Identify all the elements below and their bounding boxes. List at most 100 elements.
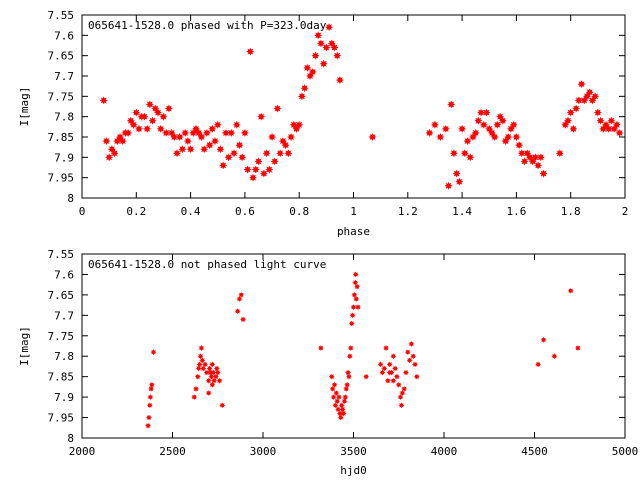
data-point <box>563 116 573 125</box>
data-point <box>239 316 247 323</box>
data-point <box>197 132 206 142</box>
plot-frame <box>81 253 626 439</box>
data-point <box>208 124 217 133</box>
x-tick-label: 5000 <box>612 445 639 458</box>
data-point <box>146 402 153 409</box>
data-point <box>284 149 293 158</box>
y-tick-label: 7.75 <box>48 90 75 103</box>
y-tick-label: 7.6 <box>54 29 74 42</box>
data-point <box>479 120 488 129</box>
data-point <box>144 422 152 429</box>
data-point <box>344 369 352 376</box>
data-point <box>110 149 119 158</box>
data-point <box>591 92 600 101</box>
data-point <box>449 149 459 158</box>
data-point <box>316 39 326 48</box>
data-point <box>164 104 173 113</box>
data-series <box>99 23 624 190</box>
data-point <box>338 402 345 409</box>
data-point <box>333 389 340 397</box>
data-point <box>474 116 483 125</box>
x-tick-label: 0.6 <box>235 205 255 218</box>
data-point <box>504 132 513 142</box>
data-point <box>308 67 317 77</box>
x-tick-label: 2500 <box>159 445 186 458</box>
data-point <box>183 136 192 146</box>
data-point <box>335 75 345 85</box>
data-point <box>257 112 266 121</box>
x-tick-label: 1.6 <box>506 205 526 218</box>
data-point <box>251 165 260 174</box>
data-point <box>406 357 413 364</box>
data-point <box>392 365 399 372</box>
data-point <box>349 312 356 319</box>
data-point <box>331 381 338 388</box>
data-point <box>410 353 417 360</box>
data-point <box>457 124 467 133</box>
data-point <box>534 161 543 170</box>
data-point <box>413 373 420 380</box>
data-point <box>393 373 401 380</box>
data-point <box>574 96 583 105</box>
y-tick-label: 7.95 <box>48 172 75 185</box>
data-point <box>460 149 469 158</box>
data-point <box>219 402 226 409</box>
y-tick-label: 8 <box>67 432 74 445</box>
data-point <box>219 161 228 170</box>
data-point <box>334 398 341 405</box>
data-point <box>411 361 419 368</box>
data-point <box>303 63 312 72</box>
data-point <box>604 124 613 133</box>
data-point <box>203 369 210 376</box>
y-tick-label: 7.8 <box>54 111 74 124</box>
x-tick-label: 0.2 <box>126 205 146 218</box>
y-tick-label: 7.95 <box>48 412 75 425</box>
data-point <box>386 369 393 376</box>
data-point <box>430 120 440 129</box>
data-point <box>452 169 461 178</box>
data-point <box>390 377 397 384</box>
data-point <box>350 304 357 311</box>
data-point <box>216 377 223 384</box>
data-point <box>382 344 390 352</box>
y-tick-label: 7.6 <box>54 268 74 281</box>
x-tick-label: 3500 <box>340 445 367 458</box>
data-point <box>227 128 236 138</box>
data-point <box>234 308 241 315</box>
x-tick-label: 0.4 <box>181 205 201 218</box>
data-point <box>398 402 405 409</box>
data-point <box>555 149 564 158</box>
data-point <box>377 361 384 368</box>
data-point <box>493 120 502 129</box>
y-axis-title: I[mag] <box>18 326 31 366</box>
chart-title: 065641-1528.0 not phased light curve <box>88 258 326 271</box>
data-point <box>566 108 575 117</box>
data-point <box>148 116 157 125</box>
data-point <box>466 153 475 162</box>
data-point <box>401 385 408 393</box>
data-point <box>132 108 141 117</box>
x-tick-label: 0 <box>79 205 86 218</box>
data-point <box>273 104 282 113</box>
x-tick-label: 1.8 <box>561 205 581 218</box>
data-point <box>319 59 328 68</box>
data-point <box>444 181 453 190</box>
data-point <box>206 365 213 372</box>
data-point <box>213 365 220 372</box>
data-point <box>105 153 114 162</box>
data-point <box>397 394 404 401</box>
data-point <box>143 124 152 133</box>
data-point <box>482 108 491 117</box>
data-point <box>124 128 133 138</box>
data-point <box>270 157 279 166</box>
data-point <box>447 100 456 109</box>
data-point <box>354 304 362 311</box>
data-point <box>259 169 269 178</box>
data-point <box>386 361 393 368</box>
data-point <box>567 287 574 294</box>
data-point <box>248 173 258 182</box>
y-tick-label: 7.65 <box>48 289 75 302</box>
data-point <box>577 80 586 89</box>
data-point <box>490 132 499 142</box>
